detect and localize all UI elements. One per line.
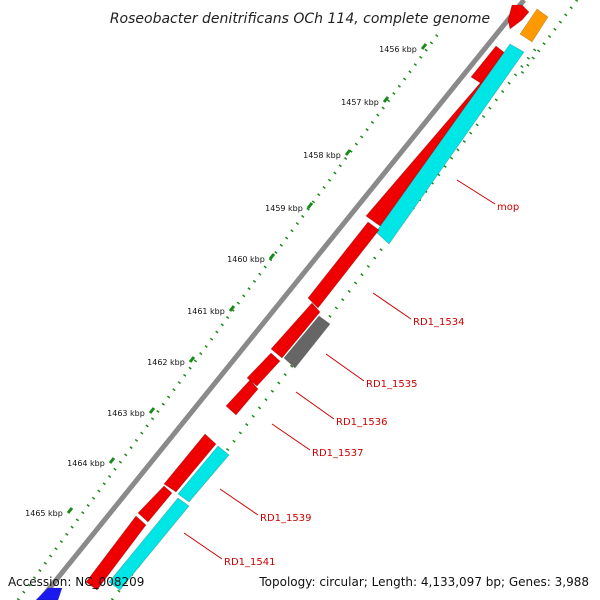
tick-labels: 1456 kbp 1457 kbp 1458 kbp 1459 kbp 1460 kbp… bbox=[25, 43, 428, 518]
gene-labels: mop RD1_1534 RD1_1535 RD1_1536 RD1_1537 RD1_1… bbox=[224, 202, 519, 568]
other-feature bbox=[283, 315, 331, 369]
major-tick-mark bbox=[188, 356, 196, 363]
label-leaders bbox=[183, 179, 496, 560]
map-title: Roseobacter denitrificans OCh 114, compl… bbox=[110, 11, 490, 27]
major-tick-mark bbox=[344, 149, 352, 156]
label-leader-line bbox=[219, 488, 259, 516]
outer-tick-track bbox=[16, 29, 443, 600]
gene-label: RD1_1536 bbox=[336, 417, 387, 428]
tick-label: 1457 kbp bbox=[341, 98, 379, 107]
genome-summary-text: Topology: circular; Length: 4,133,097 bp… bbox=[258, 575, 589, 589]
tick-dots-outer bbox=[16, 0, 579, 600]
accession-text: Accession: NC_008209 bbox=[8, 575, 144, 589]
blue-feature bbox=[35, 587, 63, 600]
label-leader-line bbox=[325, 353, 365, 382]
major-tick-mark bbox=[148, 407, 156, 414]
gene-label: RD1_1534 bbox=[413, 317, 464, 328]
feature-track bbox=[35, 4, 549, 600]
tick-label: 1459 kbp bbox=[265, 204, 303, 213]
tick-label: 1456 kbp bbox=[379, 45, 417, 54]
gene-block bbox=[177, 445, 230, 503]
cds-arrow bbox=[163, 433, 217, 493]
cds-arrow bbox=[507, 4, 530, 30]
gene-label: mop bbox=[497, 202, 519, 213]
tick-label: 1464 kbp bbox=[67, 459, 105, 468]
tick-label: 1460 kbp bbox=[227, 255, 265, 264]
major-tick-mark bbox=[66, 507, 74, 514]
major-tick-mark bbox=[228, 305, 236, 312]
gene-label: RD1_1541 bbox=[224, 557, 275, 568]
cds-arrow bbox=[225, 379, 259, 416]
cds-arrow bbox=[307, 221, 380, 309]
gene-label: RD1_1537 bbox=[312, 448, 363, 459]
tick-label: 1461 kbp bbox=[187, 307, 225, 316]
tick-label: 1458 kbp bbox=[303, 151, 341, 160]
cds-arrow bbox=[270, 302, 321, 359]
tick-label: 1462 kbp bbox=[147, 358, 185, 367]
label-leader-line bbox=[183, 532, 223, 560]
major-tick-mark bbox=[420, 43, 428, 50]
major-tick-mark bbox=[108, 457, 116, 464]
orange-feature bbox=[519, 8, 549, 43]
cds-arrow bbox=[85, 515, 147, 591]
tick-label: 1463 kbp bbox=[107, 409, 145, 418]
cds-arrow bbox=[246, 352, 281, 387]
major-tick-mark bbox=[306, 202, 314, 209]
gene-block bbox=[108, 497, 190, 591]
cds-arrow bbox=[137, 485, 173, 523]
label-leader-line bbox=[295, 391, 335, 420]
gene-block bbox=[375, 43, 525, 245]
gene-label: RD1_1539 bbox=[260, 513, 311, 524]
gene-label: RD1_1535 bbox=[366, 379, 417, 390]
label-leader-line bbox=[271, 423, 311, 451]
label-leader-line bbox=[372, 292, 412, 320]
outer-tick-track-top bbox=[520, 0, 579, 74]
label-leader-line bbox=[456, 179, 496, 205]
major-tick-mark bbox=[382, 96, 390, 103]
tick-label: 1465 kbp bbox=[25, 509, 63, 518]
major-tick-mark bbox=[268, 253, 276, 260]
backbone-line bbox=[38, 0, 526, 600]
